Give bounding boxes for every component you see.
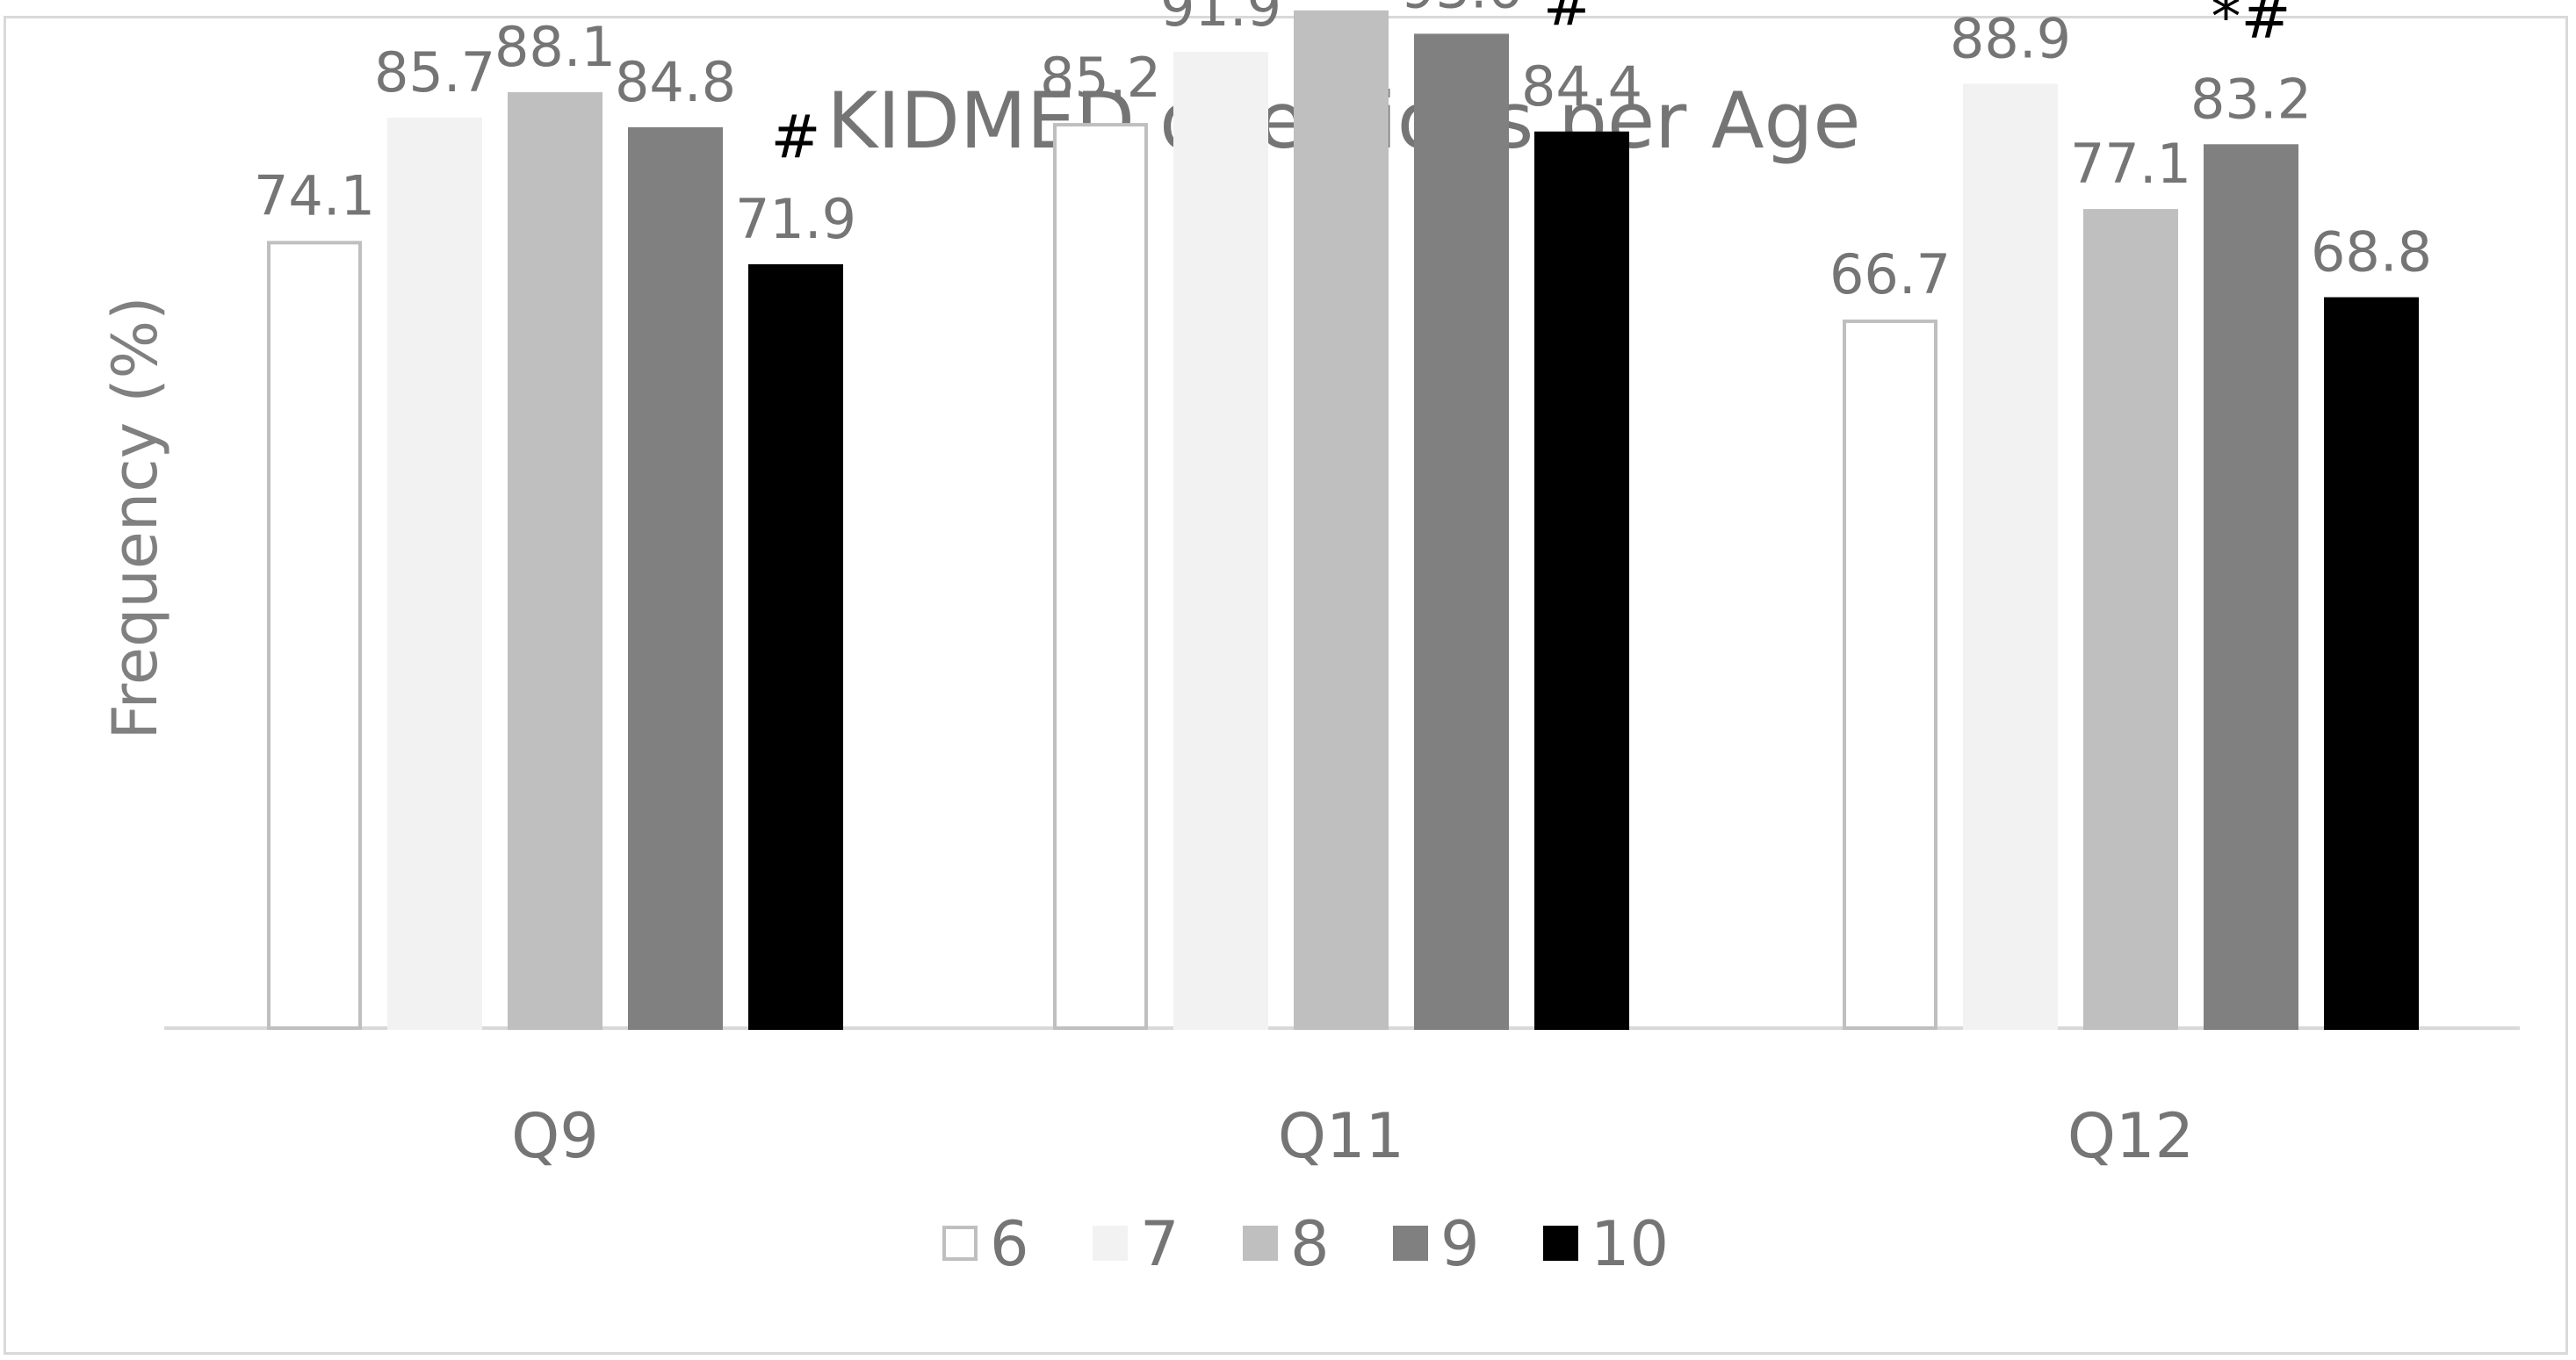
significance-annotation: #" [1543,0,1620,40]
bar-q11-age-7 [1173,52,1268,1030]
data-label: 66.7 [1829,242,1951,306]
data-label: 83.2 [2190,67,2312,131]
x-tick-label: Q12 [2067,1100,2194,1172]
legend-swatch-age-7 [1093,1226,1128,1261]
bars-layer [267,10,2419,1031]
legend-swatch-age-9 [1393,1226,1428,1261]
legend: 6 7 8 9 10 [942,1208,1669,1280]
bar-q9-age-9 [628,126,723,1030]
data-label: 77.1 [2070,132,2191,196]
legend-label: 9 [1440,1208,1480,1280]
legend-label: 6 [990,1208,1029,1280]
bar-q9-age-8 [508,91,603,1031]
significance-annotation: # [771,103,821,172]
data-label: 74.1 [254,163,375,227]
data-label: 68.8 [2311,220,2432,284]
bar-q11-age-9 [1414,33,1509,1031]
data-label: 88.1 [494,15,616,79]
bar-q9-age-10 [748,264,843,1030]
data-label: 84.4 [1521,54,1642,119]
significance-annotation: *# [2212,0,2291,52]
data-label: 88.9 [1950,6,2071,70]
bar-q12-age-7 [1963,83,2058,1030]
bar-q9-age-7 [387,118,482,1030]
bar-q11-age-10 [1534,131,1629,1030]
legend-swatch-age-10 [1543,1226,1578,1261]
data-label: 93.6 [1401,0,1522,20]
data-label: 84.8 [615,50,736,114]
legend-label: 8 [1290,1208,1330,1280]
bar-q11-age-6 [1053,123,1148,1031]
bar-q9-age-6 [267,241,362,1030]
bar-q12-age-9 [2204,144,2298,1030]
data-label: 71.9 [735,187,856,251]
x-tick-label: Q11 [1278,1100,1404,1172]
labels-layer: Q974.185.788.184.871.9Q1185.291.995.893.… [254,0,2432,1172]
bar-q12-age-8 [2083,209,2178,1030]
legend-swatch-age-6 [942,1226,978,1261]
legend-swatch-age-8 [1243,1226,1278,1261]
bar-q12-age-10 [2324,297,2419,1030]
legend-label: 7 [1140,1208,1180,1280]
data-label: 85.2 [1040,46,1161,110]
legend-label: 10 [1591,1208,1669,1280]
bar-q11-age-8 [1294,10,1389,1031]
data-label: 85.7 [374,40,495,104]
data-label: 91.9 [1160,0,1281,39]
x-tick-label: Q9 [511,1100,599,1172]
significance-annotation: * [420,0,450,25]
bar-q12-age-6 [1843,319,1937,1030]
y-axis-label: Frequency (%) [99,296,171,739]
